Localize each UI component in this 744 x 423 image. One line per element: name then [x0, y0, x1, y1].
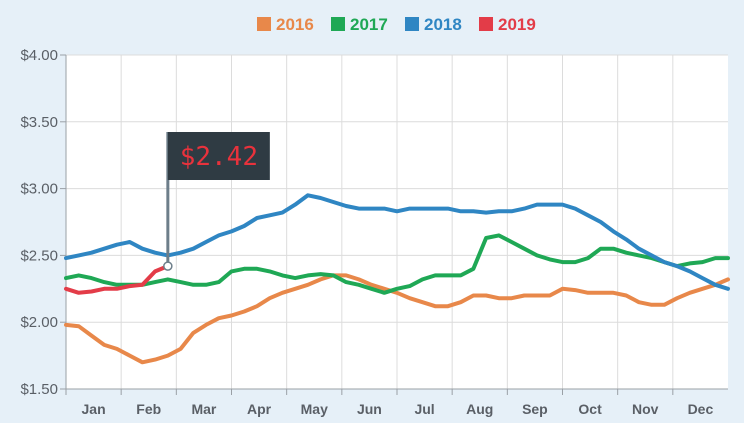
flag-value-label: $2.42: [180, 142, 258, 172]
legend-label-2019: 2019: [498, 15, 536, 34]
series-line-2016: [64, 273, 730, 365]
legend-swatch-2017: [331, 17, 345, 31]
x-tick-label: Feb: [136, 401, 161, 417]
legend-swatch-2018: [405, 17, 419, 31]
series-lines: [64, 193, 730, 365]
legend-swatch-2016: [257, 17, 271, 31]
y-tick-label: $1.50: [20, 381, 58, 398]
axes: $1.50 $2.00 $2.50 $3.00 $3.50 $4.00 Jan Feb Mar A…: [20, 47, 728, 417]
x-tick-label: Jun: [357, 401, 382, 417]
y-tick-label: $2.00: [20, 314, 58, 331]
x-tick-label: Jan: [82, 401, 106, 417]
legend: 2016 2017 2018 2019: [257, 15, 536, 34]
y-tick-label: $4.00: [20, 47, 58, 64]
x-tick-label: Dec: [688, 401, 714, 417]
legend-label-2016: 2016: [276, 15, 314, 34]
series-line-2017: [64, 233, 730, 295]
y-tick-label: $2.50: [20, 247, 58, 264]
x-tick-label: May: [301, 401, 328, 417]
legend-swatch-2019: [479, 17, 493, 31]
annotation-flag: $2.42: [163, 132, 270, 271]
x-tick-label: Jul: [414, 401, 434, 417]
series-line-2018: [64, 193, 730, 291]
x-tick-label: Mar: [191, 401, 216, 417]
x-tick-label: Nov: [632, 401, 659, 417]
x-tick-label: Oct: [578, 401, 602, 417]
legend-label-2018: 2018: [424, 15, 462, 34]
x-tick-label: Sep: [522, 401, 548, 417]
x-tick-label: Aug: [466, 401, 493, 417]
y-tick-label: $3.00: [20, 181, 58, 198]
series-line-2019: [64, 264, 170, 295]
y-tick-label: $3.50: [20, 114, 58, 131]
flag-box: [167, 132, 270, 180]
legend-label-2017: 2017: [350, 15, 388, 34]
x-tick-label: Apr: [247, 401, 272, 417]
flag-marker: [163, 261, 173, 271]
